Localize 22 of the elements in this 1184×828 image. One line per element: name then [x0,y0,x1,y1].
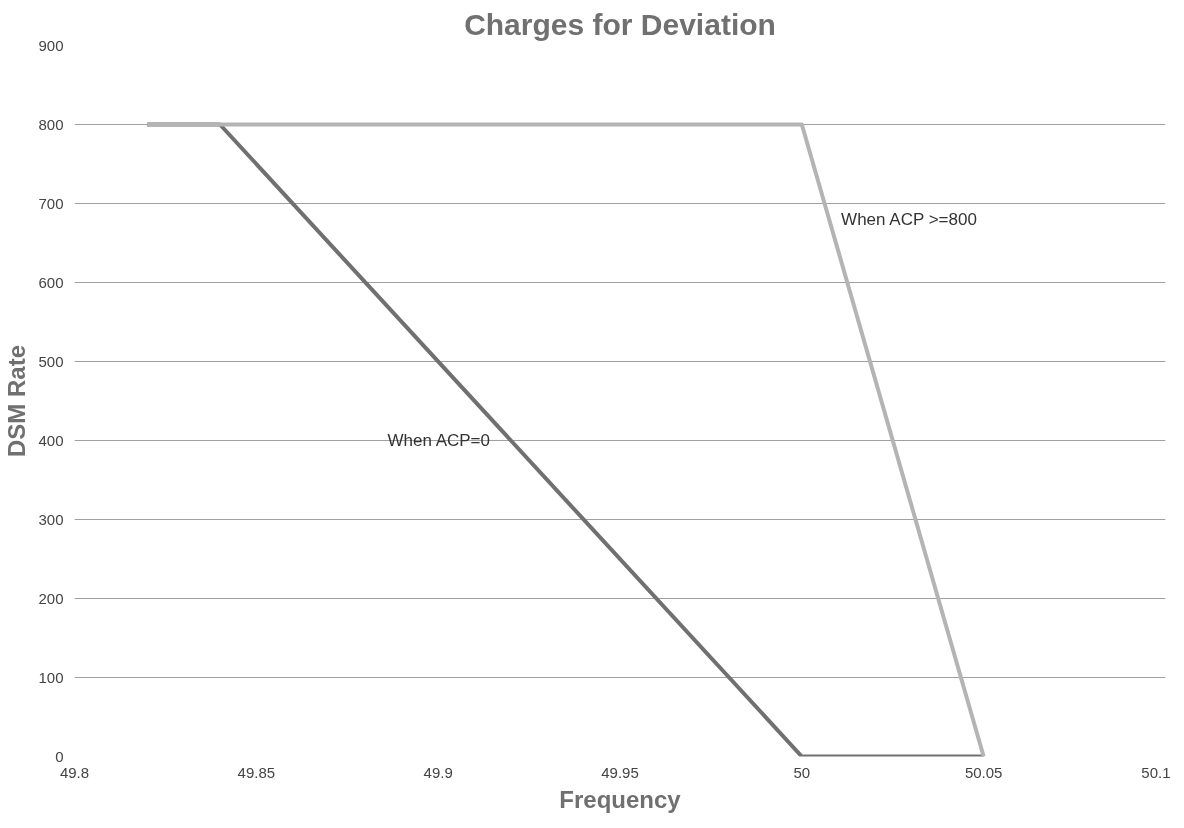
x-tick-label: 49.95 [601,763,639,781]
series-label: When ACP >=800 [841,209,977,229]
x-tick-label: 49.8 [59,763,90,781]
y-axis-title: DSM Rate [3,344,31,458]
y-tick-label: 900 [38,36,64,54]
x-tick-label: 50.1 [1141,763,1171,781]
x-tick-label: 49.9 [423,763,453,781]
series-label: When ACP=0 [387,431,490,450]
x-tick-label: 50.05 [964,763,1003,781]
y-tick-label: 400 [38,431,64,449]
y-tick-label: 600 [38,273,64,291]
y-tick-label: 200 [38,589,64,607]
x-axis-title: Frequency [559,785,682,813]
y-tick-label: 500 [38,352,64,370]
chart-title: Charges for Deviation [464,7,776,41]
y-tick-label: 0 [55,747,64,765]
y-tick-label: 100 [38,668,64,686]
x-tick-label: 50 [793,763,811,781]
x-tick-label: 49.85 [237,763,276,781]
y-tick-label: 800 [38,115,64,133]
y-tick-label: 300 [38,510,64,528]
y-tick-label: 700 [38,194,64,212]
